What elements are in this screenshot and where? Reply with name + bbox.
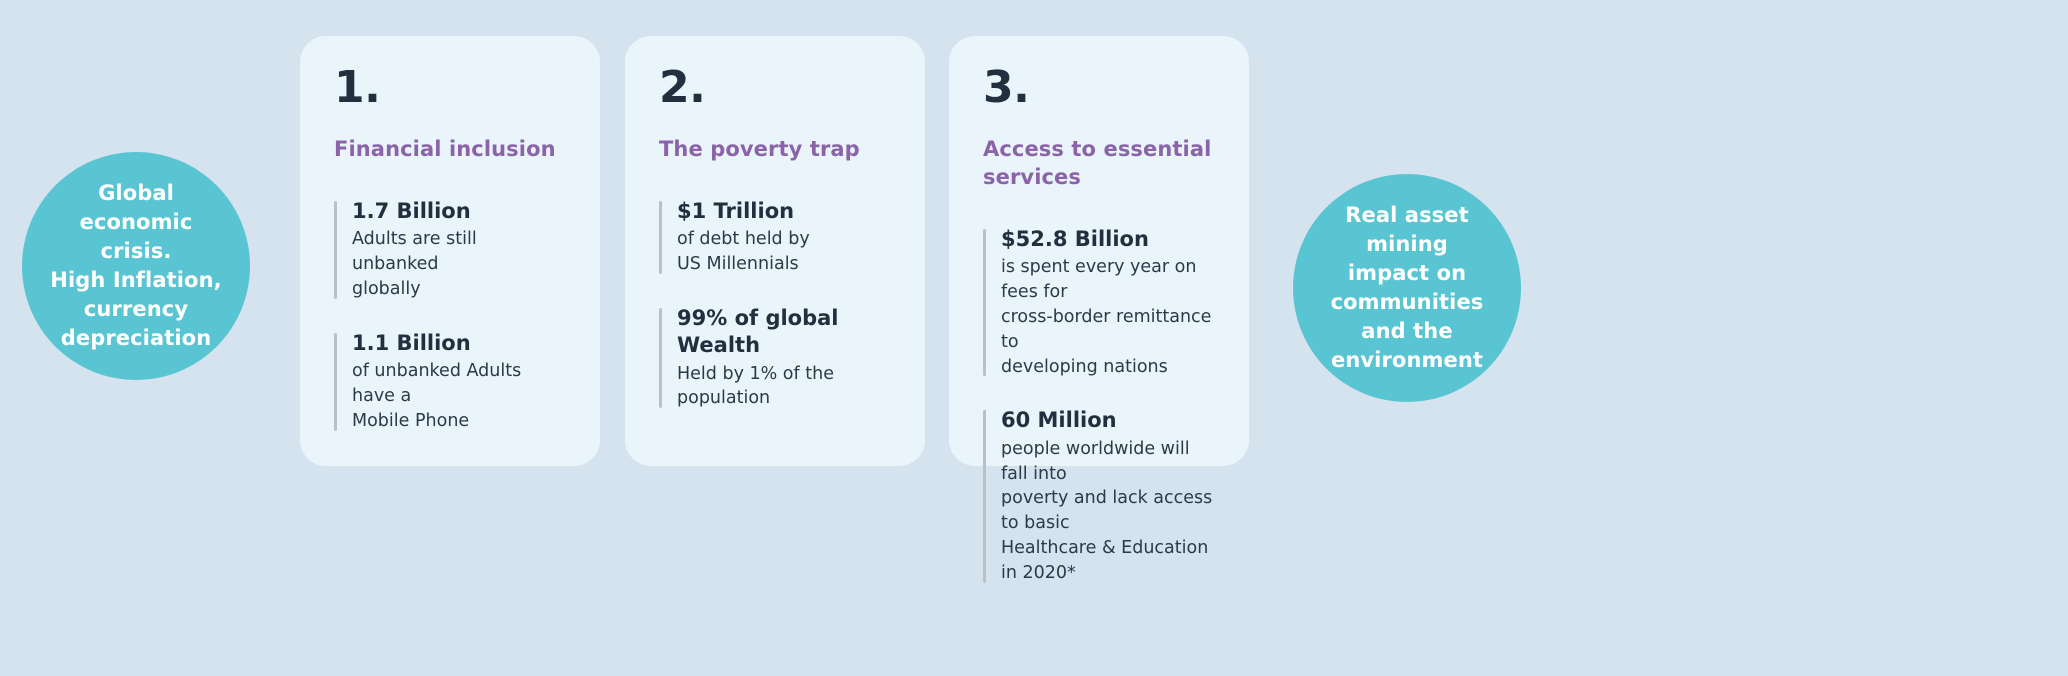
stat-accent-bar	[983, 410, 986, 583]
stat-item: 1.7 Billion Adults are still unbanked gl…	[334, 198, 566, 302]
stat-description: Adults are still unbanked globally	[352, 229, 477, 299]
stat-value: 99% of global Wealth	[677, 305, 839, 358]
card-access-essential-services[interactable]: 3. Access to essential services $52.8 Bi…	[949, 36, 1249, 583]
right-circle-text: Real asset mining impact on communities …	[1330, 203, 1484, 372]
stat-description: Held by 1% of the population	[677, 363, 834, 409]
stat-description: of unbanked Adults have a Mobile Phone	[352, 361, 522, 431]
card-3-title: Access to essential services	[983, 137, 1212, 189]
stat-item: 60 Million people worldwide will fall in…	[983, 407, 1215, 585]
card-1-number: 1.	[334, 62, 381, 113]
card-3-stat-list: $52.8 Billion is spent every year on fee…	[983, 226, 1215, 586]
stat-value: 1.7 Billion	[352, 198, 471, 223]
stat-description: is spent every year on fees for cross-bo…	[1001, 257, 1212, 377]
card-2-stat-list: $1 Trillion of debt held by US Millennia…	[659, 198, 891, 411]
stat-value: 60 Million	[1001, 408, 1117, 433]
stat-description: people worldwide will fall into poverty …	[1001, 438, 1213, 583]
stat-accent-bar	[983, 228, 986, 377]
left-circle-text: Global economic crisis. High Inflation, …	[50, 181, 222, 350]
card-1-title: Financial inclusion	[334, 137, 556, 161]
card-2-title: The poverty trap	[659, 137, 860, 161]
stat-accent-bar	[334, 200, 337, 299]
stat-description: of debt held by US Millennials	[677, 229, 810, 275]
card-poverty-trap[interactable]: 2. The poverty trap $1 Trillion of debt …	[625, 36, 925, 466]
stat-item: 99% of global Wealth Held by 1% of the p…	[659, 305, 891, 411]
stat-item: 1.1 Billion of unbanked Adults have a Mo…	[334, 330, 566, 434]
left-context-circle: Global economic crisis. High Inflation, …	[22, 152, 250, 380]
card-3-number: 3.	[983, 62, 1030, 113]
card-1-stat-list: 1.7 Billion Adults are still unbanked gl…	[334, 198, 566, 434]
stat-value: $1 Trillion	[677, 198, 795, 223]
stat-item: $1 Trillion of debt held by US Millennia…	[659, 198, 891, 277]
card-financial-inclusion[interactable]: 1. Financial inclusion 1.7 Billion Adult…	[300, 36, 600, 466]
stat-accent-bar	[659, 307, 662, 409]
card-2-number: 2.	[659, 62, 706, 113]
stat-accent-bar	[659, 200, 662, 274]
right-context-circle: Real asset mining impact on communities …	[1293, 174, 1521, 402]
stat-accent-bar	[334, 332, 337, 431]
stat-value: $52.8 Billion	[1001, 226, 1149, 251]
stat-item: $52.8 Billion is spent every year on fee…	[983, 226, 1215, 380]
stat-value: 1.1 Billion	[352, 330, 471, 355]
